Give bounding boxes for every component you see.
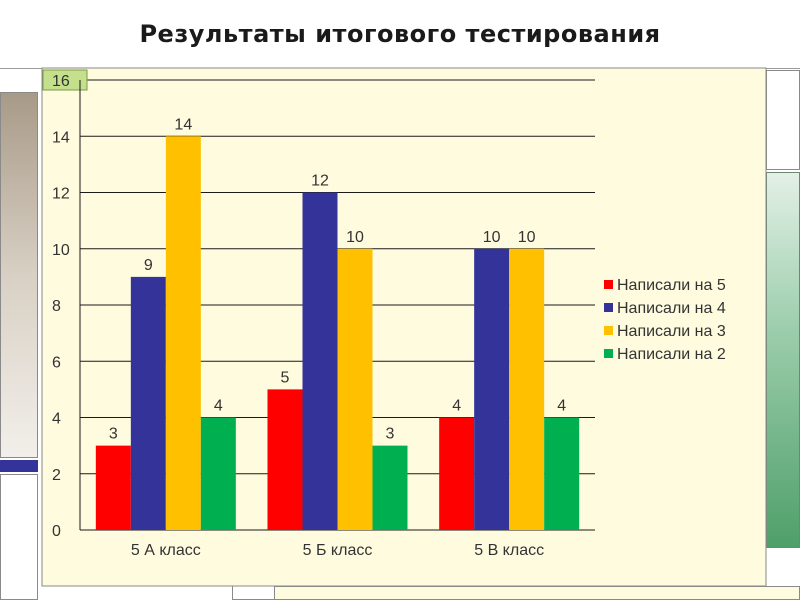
bar-data-label: 5 xyxy=(281,369,290,386)
y-tick-label: 6 xyxy=(52,354,61,371)
bar xyxy=(372,445,408,530)
bar-data-label: 10 xyxy=(346,229,364,246)
bar xyxy=(474,248,510,530)
x-category-label: 5 Б класс xyxy=(303,542,373,559)
bar xyxy=(200,417,236,530)
bar-data-label: 14 xyxy=(174,116,192,133)
legend-label: Написали на 5 xyxy=(617,277,726,294)
legend-swatch xyxy=(604,280,613,289)
legend-label: Написали на 4 xyxy=(617,300,726,317)
y-tick-label: 12 xyxy=(52,186,70,203)
bar xyxy=(439,417,475,530)
bar-data-label: 9 xyxy=(144,257,153,274)
bar-data-label: 3 xyxy=(109,426,118,443)
x-category-label: 5 В класс xyxy=(474,542,544,559)
bar xyxy=(165,136,201,530)
slide-header: Результаты итогового тестирования xyxy=(0,0,800,69)
bar-data-label: 4 xyxy=(452,398,461,415)
legend-label: Написали на 3 xyxy=(617,323,726,340)
bar-data-label: 3 xyxy=(386,426,395,443)
bar xyxy=(509,248,545,530)
bar xyxy=(267,389,303,530)
bar xyxy=(130,276,166,530)
y-tick-label: 8 xyxy=(52,298,61,315)
bar-data-label: 10 xyxy=(483,229,501,246)
y-tick-highlight xyxy=(42,69,88,91)
legend-swatch xyxy=(604,326,613,335)
bar-data-label: 10 xyxy=(518,229,536,246)
y-tick-label: 0 xyxy=(52,523,61,540)
x-category-label: 5 А класс xyxy=(131,542,201,559)
legend-swatch xyxy=(604,349,613,358)
legend-label: Написали на 2 xyxy=(617,346,726,363)
left-decor-bottom xyxy=(0,474,38,600)
left-decor-panel xyxy=(0,92,38,458)
bar xyxy=(544,417,580,530)
bar-data-label: 12 xyxy=(311,173,329,190)
y-tick-label: 2 xyxy=(52,467,61,484)
slide-title: Результаты итогового тестирования xyxy=(139,20,661,48)
bar xyxy=(95,445,131,530)
bar-data-label: 4 xyxy=(557,398,566,415)
y-tick-label: 14 xyxy=(52,129,70,146)
bar xyxy=(302,192,338,530)
y-tick-label: 4 xyxy=(52,411,61,428)
legend-swatch xyxy=(604,303,613,312)
bar-data-label: 4 xyxy=(214,398,223,415)
bar xyxy=(337,248,373,530)
y-tick-label: 16 xyxy=(52,73,70,90)
y-tick-label: 10 xyxy=(52,242,70,259)
left-decor-stripe xyxy=(0,460,38,472)
